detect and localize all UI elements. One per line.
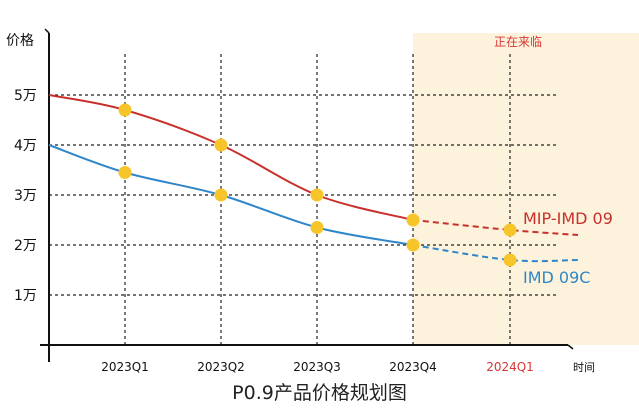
data-point: [118, 103, 132, 117]
series-line-forecast: [412, 219, 579, 236]
grid: [49, 54, 558, 345]
y-tick-labels: 1万 2万 3万 4万 5万: [14, 88, 37, 304]
x-axis-label: 时间: [573, 361, 595, 374]
series-markers: [118, 103, 517, 267]
x-tick-label: 2023Q1: [101, 360, 149, 374]
x-tick-label: 2023Q3: [293, 360, 341, 374]
data-point: [406, 238, 420, 252]
axes: [40, 28, 574, 362]
chart-title: P0.9产品价格规划图: [232, 382, 407, 404]
y-tick-label: 1万: [14, 288, 37, 304]
series-line-solid: [48, 94, 414, 221]
series-labels: MIP-IMD 09 IMD 09C: [523, 209, 613, 287]
y-tick-label: 5万: [14, 88, 37, 104]
y-axis-label: 价格: [6, 33, 34, 49]
y-tick-label: 4万: [14, 138, 37, 154]
x-tick-label: 2024Q1: [486, 360, 534, 374]
data-point: [214, 138, 228, 152]
y-tick-label: 2万: [14, 238, 37, 254]
y-tick-label: 3万: [14, 188, 37, 204]
x-axis-arrow: [567, 344, 574, 350]
data-point: [503, 253, 517, 267]
x-tick-label: 2023Q4: [389, 360, 437, 374]
x-tick-label: 2023Q2: [197, 360, 245, 374]
data-point: [310, 188, 324, 202]
y-axis-arrow: [44, 28, 50, 34]
series-label: MIP-IMD 09: [523, 209, 613, 228]
data-point: [406, 213, 420, 227]
data-point: [214, 188, 228, 202]
data-point: [118, 166, 132, 179]
highlight-label: 正在来临: [494, 35, 542, 49]
forecast-region: [413, 33, 639, 345]
data-point: [310, 221, 324, 234]
x-tick-labels: 2023Q1 2023Q2 2023Q3 2023Q4 2024Q1: [101, 360, 534, 374]
series-line-forecast: [412, 244, 579, 263]
data-point: [503, 223, 517, 237]
series-label: IMD 09C: [523, 268, 590, 287]
